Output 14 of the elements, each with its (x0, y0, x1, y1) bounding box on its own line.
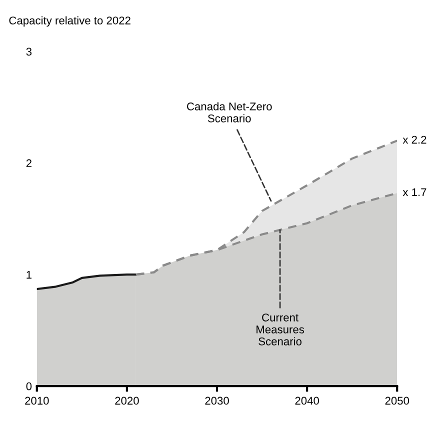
x-tick-label: 2030 (205, 396, 229, 405)
annotation: Canada Net-Zero Scenario (187, 102, 272, 122)
chart-title: Capacity relative to 2022 (9, 16, 130, 27)
y-tick-label: 0 (26, 382, 32, 390)
annotation: x 1.7 (402, 188, 426, 196)
y-tick-label: 2 (26, 159, 32, 168)
y-tick-label: 1 (26, 270, 32, 279)
x-tick-label: 2050 (385, 396, 410, 405)
x-tick-label: 2010 (25, 396, 49, 405)
annotation: Current Measures Scenario (256, 314, 304, 346)
x-tick-label: 2040 (295, 396, 319, 405)
x-tick-label: 2020 (115, 396, 139, 405)
y-tick-label: 3 (26, 48, 32, 56)
annotation: x 2.2 (402, 136, 426, 144)
